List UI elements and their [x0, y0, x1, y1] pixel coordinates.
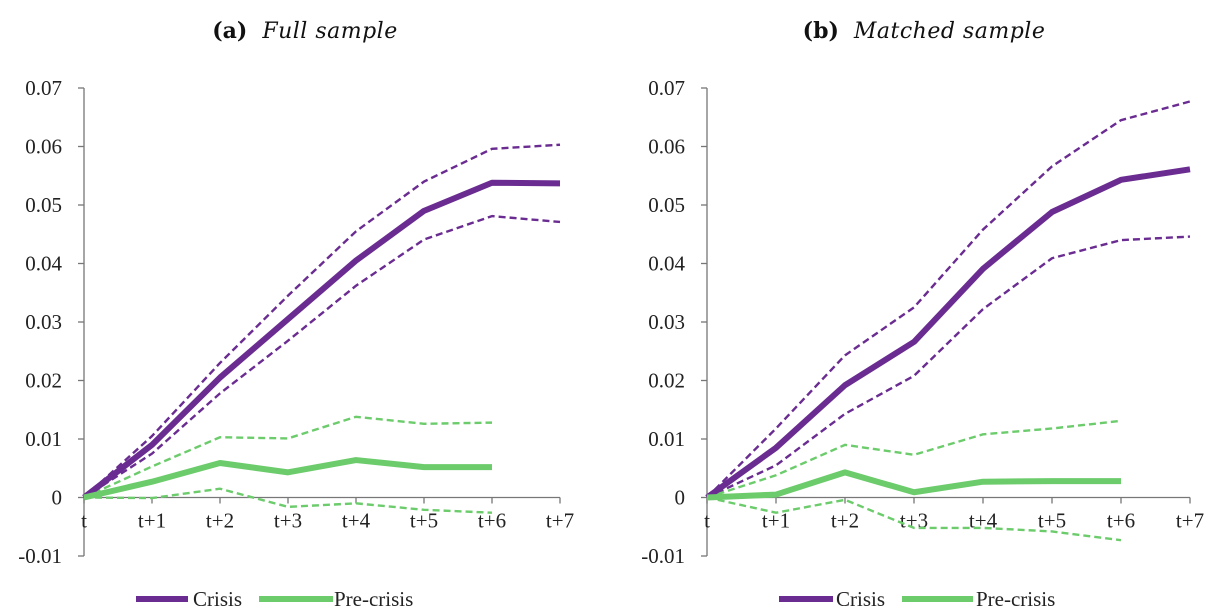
plot-area: 0.070.060.050.040.030.020.010-0.01t t+1 t+…: [641, 76, 1204, 568]
x-tick-label: t+7: [1176, 509, 1204, 533]
x-tick-label: t+2: [831, 509, 859, 533]
legend-label-crisis: Crisis: [836, 587, 885, 607]
y-tick-label: 0.01: [25, 427, 62, 451]
y-tick-label: 0: [52, 486, 63, 510]
y-tick-label: -0.01: [18, 544, 62, 568]
y-tick-label: 0.03: [648, 310, 685, 334]
x-tick-label: t+4: [969, 509, 998, 533]
series-crisis-upper: [706, 100, 1191, 499]
y-tick-label: -0.01: [641, 544, 685, 568]
x-tick-label: t+7: [546, 509, 574, 533]
legend-label-precrisis: Pre-crisis: [334, 587, 413, 607]
panel-name: Matched sample: [853, 19, 1045, 44]
series-crisis-estimate: [82, 179, 561, 500]
x-tick-label: t+4: [342, 509, 371, 533]
y-tick-label: 0.04: [648, 252, 685, 276]
series-precrisis-estimate: [83, 457, 492, 501]
x-tick-label: t: [704, 509, 710, 533]
x-tick-label: t+6: [1107, 509, 1135, 533]
panel-full-sample: (a) Full sample 0.07 0.06 0.05 0.04 0.03 0.02…: [18, 18, 574, 568]
panel-title: (b) Matched sample: [803, 18, 1046, 44]
y-tick-label: 0.07: [648, 76, 685, 100]
x-tick-label: t+3: [274, 509, 302, 533]
legend-label-precrisis: Pre-crisis: [976, 587, 1055, 607]
series-crisis-lower: [83, 214, 561, 499]
x-tick-label: t+1: [138, 509, 166, 533]
y-tick-label: 0.05: [648, 193, 685, 217]
y-tick-label: 0.03: [25, 310, 62, 334]
y-tick-label: 0.07: [25, 76, 62, 100]
x-tick-label: t: [81, 509, 87, 533]
series-crisis-estimate: [705, 166, 1191, 500]
series-precrisis-lower: [83, 487, 493, 514]
y-tick-label: 0.06: [25, 135, 62, 159]
panel-matched-sample: (b) Matched sample 0.07 0.06 0.05 0.04 0.03 0…: [641, 18, 1204, 568]
panel-name: Full sample: [261, 19, 397, 44]
series-precrisis-lower: [706, 496, 1122, 542]
series-precrisis-estimate: [706, 469, 1121, 501]
y-tick-label: 0.02: [25, 369, 62, 393]
panel-title: (a) Full sample: [212, 18, 397, 44]
y-tick-label: 0.01: [648, 427, 685, 451]
legend: Crisis Pre-crisis: [136, 587, 413, 607]
y-tick-label: 0.06: [648, 135, 685, 159]
panel-letter: (a): [212, 18, 247, 44]
y-tick-label: 0: [675, 486, 686, 510]
legend-label-crisis: Crisis: [193, 587, 242, 607]
panel-letter: (b): [803, 18, 839, 44]
x-tick-label: t+5: [410, 509, 438, 533]
series-precrisis-upper: [83, 415, 493, 499]
plot-area: 0.07 0.06 0.05 0.04 0.03 0.02 0.01 0 -0.01 t t+1 t+…: [18, 76, 574, 568]
series-precrisis-upper: [706, 419, 1122, 499]
y-tick-label: 0.02: [648, 369, 685, 393]
legend: Crisis Pre-crisis: [779, 587, 1055, 607]
x-tick-label: t+2: [206, 509, 234, 533]
y-tick-label: 0.04: [25, 252, 62, 276]
x-tick-label: t+5: [1038, 509, 1066, 533]
series-crisis-lower: [706, 235, 1191, 499]
series-crisis-upper: [83, 143, 561, 499]
y-tick-label: 0.05: [25, 193, 62, 217]
